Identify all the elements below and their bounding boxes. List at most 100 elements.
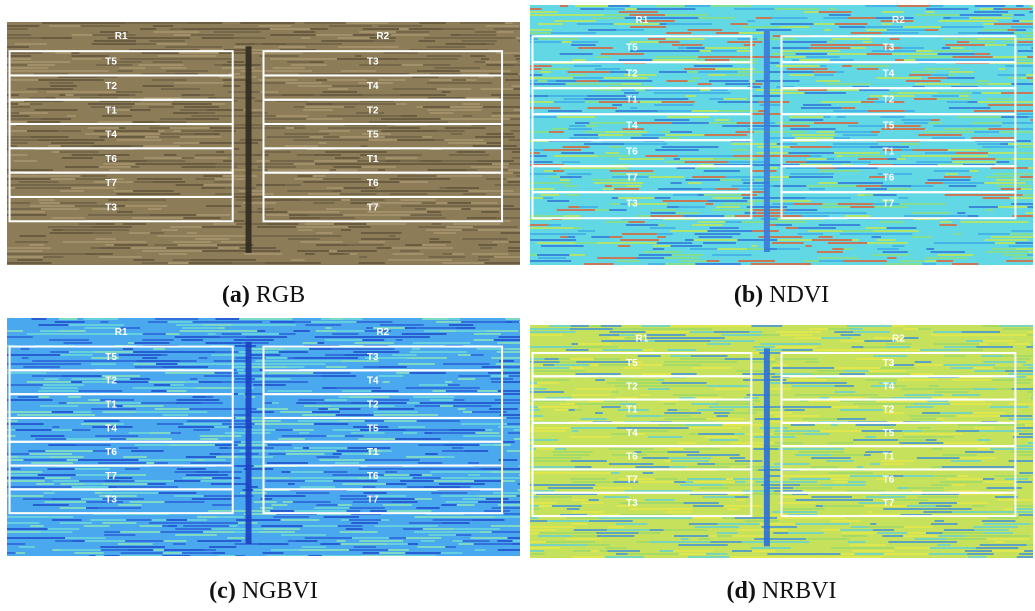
texture bbox=[770, 62, 779, 64]
caption: (b) NDVI bbox=[525, 282, 1035, 309]
texture bbox=[716, 415, 727, 417]
texture bbox=[645, 337, 682, 339]
texture bbox=[685, 161, 728, 163]
texture bbox=[164, 214, 196, 216]
texture bbox=[93, 483, 102, 485]
texture bbox=[943, 38, 978, 40]
texture bbox=[244, 253, 283, 255]
texture bbox=[425, 525, 438, 527]
plot-label: T5 bbox=[105, 57, 117, 68]
texture bbox=[705, 47, 749, 49]
texture bbox=[943, 17, 950, 19]
texture bbox=[445, 127, 486, 129]
texture bbox=[530, 544, 554, 546]
texture bbox=[994, 8, 1002, 10]
texture bbox=[155, 318, 198, 320]
texture bbox=[678, 47, 687, 49]
texture bbox=[828, 212, 867, 214]
texture bbox=[250, 193, 274, 195]
plot-label: T4 bbox=[626, 121, 638, 132]
texture bbox=[850, 206, 874, 208]
texture bbox=[436, 321, 461, 323]
texture bbox=[448, 318, 460, 320]
texture bbox=[98, 94, 130, 96]
texture bbox=[518, 465, 520, 467]
texture bbox=[349, 519, 381, 521]
texture bbox=[642, 349, 654, 351]
texture bbox=[881, 116, 905, 118]
texture bbox=[316, 232, 333, 234]
texture bbox=[172, 103, 199, 105]
texture bbox=[432, 223, 442, 225]
texture bbox=[7, 435, 16, 437]
texture bbox=[931, 251, 965, 253]
texture bbox=[382, 450, 392, 452]
texture bbox=[575, 122, 589, 124]
texture bbox=[882, 11, 904, 13]
texture bbox=[574, 134, 598, 136]
texture bbox=[753, 346, 775, 348]
texture bbox=[761, 334, 780, 336]
texture bbox=[831, 424, 838, 426]
texture bbox=[834, 331, 853, 333]
texture bbox=[43, 492, 54, 494]
texture bbox=[609, 146, 622, 148]
texture bbox=[402, 64, 423, 66]
texture bbox=[62, 375, 102, 377]
texture bbox=[234, 339, 274, 341]
texture bbox=[113, 531, 121, 533]
texture bbox=[698, 221, 726, 223]
texture bbox=[502, 366, 520, 368]
texture bbox=[540, 71, 551, 73]
texture bbox=[512, 321, 519, 323]
texture bbox=[792, 134, 807, 136]
texture bbox=[136, 43, 156, 45]
texture bbox=[333, 474, 351, 476]
texture bbox=[416, 525, 425, 527]
texture bbox=[664, 17, 698, 19]
texture bbox=[422, 202, 436, 204]
texture bbox=[446, 187, 479, 189]
texture bbox=[703, 460, 709, 462]
texture bbox=[53, 229, 63, 231]
texture bbox=[517, 229, 520, 231]
texture bbox=[790, 128, 835, 130]
texture bbox=[211, 82, 225, 84]
texture bbox=[16, 118, 41, 120]
texture bbox=[698, 194, 704, 196]
texture bbox=[571, 511, 604, 513]
texture bbox=[389, 79, 406, 81]
texture bbox=[666, 32, 691, 34]
texture bbox=[313, 372, 350, 374]
texture bbox=[445, 109, 481, 111]
texture bbox=[650, 215, 684, 217]
texture bbox=[116, 91, 142, 93]
texture bbox=[996, 388, 1011, 390]
texture bbox=[630, 26, 666, 28]
texture bbox=[125, 205, 167, 207]
texture bbox=[162, 555, 190, 556]
texture bbox=[1020, 176, 1033, 178]
texture bbox=[48, 226, 91, 228]
texture bbox=[312, 411, 340, 413]
texture bbox=[255, 378, 290, 380]
texture bbox=[7, 208, 41, 210]
texture bbox=[840, 409, 883, 411]
texture bbox=[359, 64, 401, 66]
texture bbox=[383, 504, 412, 506]
texture bbox=[7, 28, 28, 30]
texture bbox=[684, 448, 720, 450]
texture bbox=[981, 92, 1001, 94]
texture bbox=[664, 412, 701, 414]
texture bbox=[832, 248, 844, 250]
texture bbox=[7, 91, 37, 93]
texture bbox=[153, 181, 185, 183]
texture bbox=[484, 510, 510, 512]
texture bbox=[474, 480, 502, 482]
texture bbox=[714, 331, 749, 333]
texture bbox=[899, 260, 925, 262]
texture bbox=[7, 528, 48, 530]
texture bbox=[728, 188, 739, 190]
texture bbox=[1029, 251, 1033, 253]
texture bbox=[513, 64, 520, 66]
